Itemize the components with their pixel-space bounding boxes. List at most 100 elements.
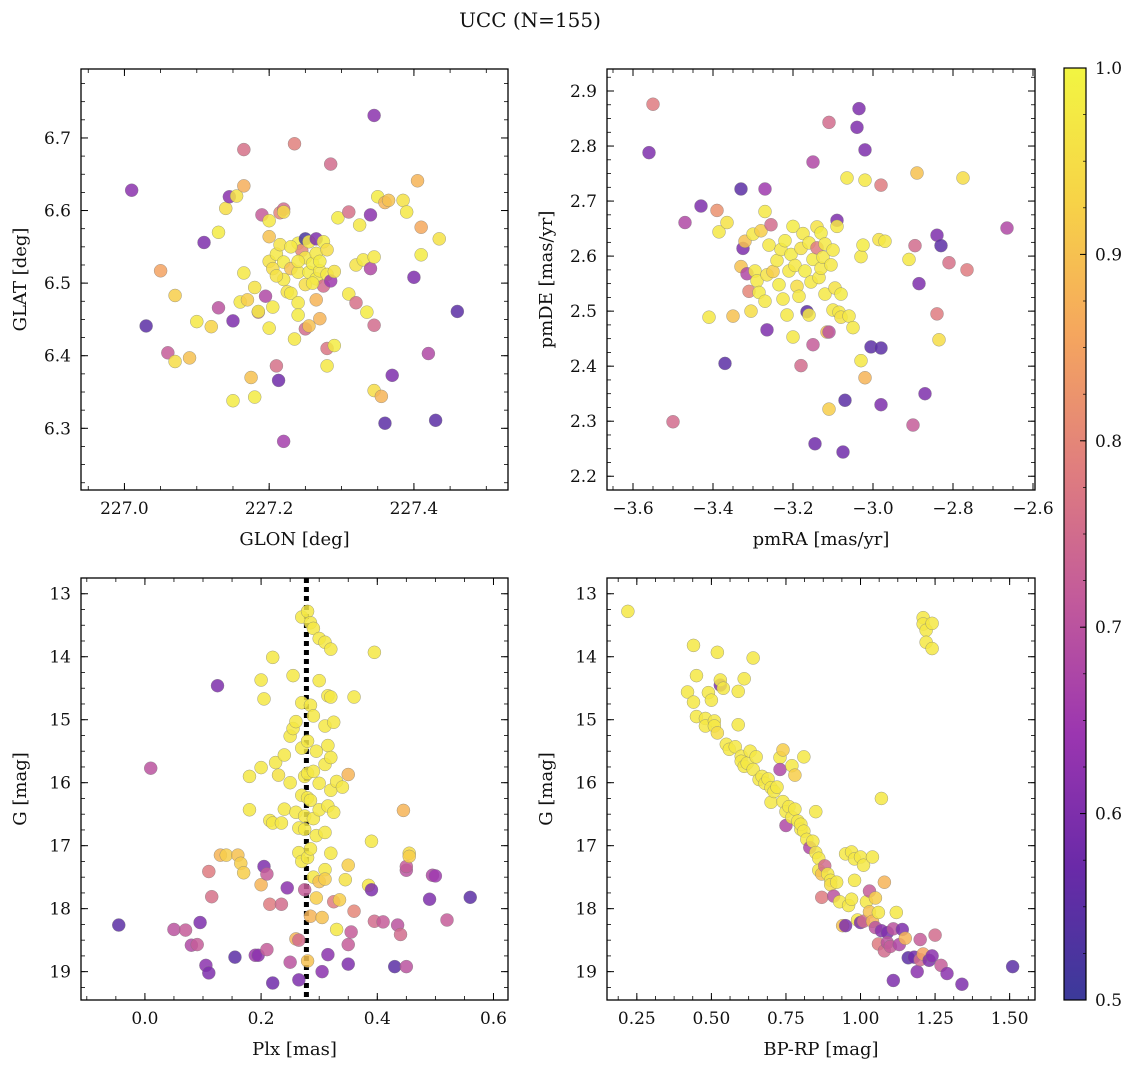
data-point (737, 672, 751, 686)
data-point (854, 249, 868, 264)
data-point (808, 437, 822, 451)
data-point (868, 891, 883, 905)
data-point (262, 213, 276, 228)
points-layer (621, 604, 1020, 992)
data-point (341, 937, 355, 952)
data-point (286, 668, 300, 683)
data-point (856, 238, 870, 252)
data-point (814, 890, 829, 905)
data-point (396, 803, 411, 818)
data-point (226, 393, 240, 408)
panel-color-magnitude: 0.25 0.50 0.75 1.00 1.25 1.50 13 14 15 16 17 18 19 BP… (536, 577, 1036, 1060)
data-point (393, 927, 408, 942)
x-tick-label: −3.2 (772, 499, 813, 519)
data-point (291, 308, 305, 322)
data-point (313, 254, 327, 269)
data-point (874, 341, 888, 355)
data-point (331, 211, 345, 225)
data-point (374, 389, 389, 404)
data-point (786, 219, 800, 234)
data-point (327, 338, 342, 353)
data-point (265, 976, 280, 990)
data-point (326, 805, 341, 820)
data-point (686, 638, 701, 653)
data-point (794, 358, 808, 373)
data-point (806, 155, 820, 169)
data-point (852, 101, 866, 116)
data-point (878, 234, 892, 249)
panel-plx-g: 0.0 0.2 0.4 0.6 13 14 15 16 17 18 19 Plx [mas] G [ma… (10, 577, 509, 1060)
data-point (274, 897, 289, 912)
data-point (254, 877, 268, 892)
data-point (925, 641, 939, 656)
data-point (809, 804, 823, 819)
data-point (399, 959, 414, 974)
data-point (710, 645, 725, 660)
data-point (731, 718, 745, 732)
x-tick-label: 227.0 (100, 499, 149, 519)
x-tick-label: −3.6 (612, 499, 653, 519)
data-point (323, 157, 338, 171)
data-point (754, 224, 768, 238)
data-point (749, 750, 763, 764)
data-point (258, 289, 273, 303)
data-point (202, 966, 216, 980)
data-point (940, 966, 954, 981)
data-point (734, 182, 748, 196)
figure-title: UCC (N=155) (459, 8, 601, 32)
data-point (315, 964, 329, 979)
data-point (797, 750, 811, 764)
data-point (802, 308, 816, 322)
data-point (396, 193, 410, 208)
x-tick-label: −2.6 (1012, 499, 1053, 519)
data-point (242, 803, 257, 817)
data-point (858, 173, 872, 187)
data-point (338, 872, 353, 887)
data-point (367, 645, 382, 660)
x-tick-label: −3.4 (692, 499, 733, 519)
data-point (850, 120, 864, 135)
data-point (292, 933, 306, 947)
colorbar-tick-label: 0.5 (1095, 991, 1122, 1011)
data-point (332, 893, 347, 907)
data-point (342, 287, 356, 301)
data-point (237, 179, 251, 193)
data-point (367, 318, 381, 332)
data-point (686, 695, 701, 709)
data-point (360, 305, 374, 319)
data-point (463, 890, 477, 905)
data-point (211, 301, 226, 315)
x-axis-label: pmRA [mas/yr] (753, 529, 890, 550)
data-point (886, 973, 901, 988)
data-point (287, 137, 302, 151)
data-point (204, 319, 219, 334)
x-tick-label: −3.0 (852, 499, 893, 519)
data-point (226, 314, 240, 328)
data-point (306, 764, 321, 779)
x-tick-label: 0.25 (618, 1009, 656, 1029)
data-point (300, 734, 315, 748)
y-tick-label: 6.4 (44, 347, 71, 367)
data-point (262, 321, 276, 335)
y-tick-label: 2.2 (570, 467, 597, 487)
data-point (913, 932, 927, 947)
data-point (315, 910, 329, 925)
data-point (776, 743, 790, 757)
y-tick-label: 2.5 (570, 302, 597, 322)
colorbar-tick-label: 0.9 (1095, 245, 1122, 265)
data-point (284, 240, 298, 254)
data-point (773, 762, 787, 777)
data-point (906, 418, 920, 432)
data-point (218, 201, 233, 216)
data-point (297, 883, 312, 897)
x-axis-label: BP-RP [mag] (763, 1039, 878, 1060)
data-point (204, 889, 219, 904)
plot-frame (606, 577, 1036, 1001)
data-point (874, 178, 888, 192)
data-point (318, 872, 332, 886)
data-point (182, 351, 197, 365)
y-tick-label: 6.6 (44, 202, 71, 222)
data-point (865, 850, 880, 864)
data-point (341, 957, 355, 971)
data-point (260, 942, 274, 957)
